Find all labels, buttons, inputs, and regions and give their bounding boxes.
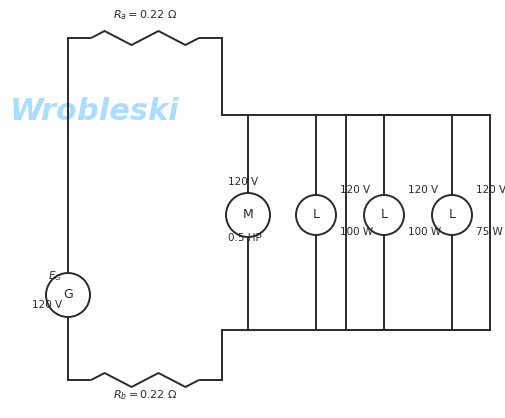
Text: L: L — [312, 209, 319, 222]
Text: 100 W: 100 W — [339, 227, 372, 237]
Text: 120 V: 120 V — [407, 185, 437, 195]
Text: 120 V: 120 V — [475, 185, 505, 195]
Circle shape — [295, 195, 335, 235]
Text: 120 V: 120 V — [339, 185, 369, 195]
Circle shape — [226, 193, 270, 237]
Circle shape — [46, 273, 90, 317]
Text: 75 W: 75 W — [475, 227, 502, 237]
Circle shape — [431, 195, 471, 235]
Text: 100 W: 100 W — [407, 227, 440, 237]
Text: $R_b = 0.22\ \Omega$: $R_b = 0.22\ \Omega$ — [113, 388, 177, 402]
Text: 0.5 HP: 0.5 HP — [228, 233, 261, 243]
Text: $R_a = 0.22\ \Omega$: $R_a = 0.22\ \Omega$ — [113, 8, 177, 22]
Text: 120 V: 120 V — [228, 177, 258, 187]
Circle shape — [363, 195, 403, 235]
Text: G: G — [63, 288, 73, 301]
Text: Wrobleski: Wrobleski — [10, 97, 179, 126]
Text: 120 V: 120 V — [32, 300, 62, 310]
Text: M: M — [242, 209, 253, 222]
Text: L: L — [380, 209, 387, 222]
Text: $E_G$: $E_G$ — [48, 269, 62, 283]
Text: L: L — [447, 209, 454, 222]
